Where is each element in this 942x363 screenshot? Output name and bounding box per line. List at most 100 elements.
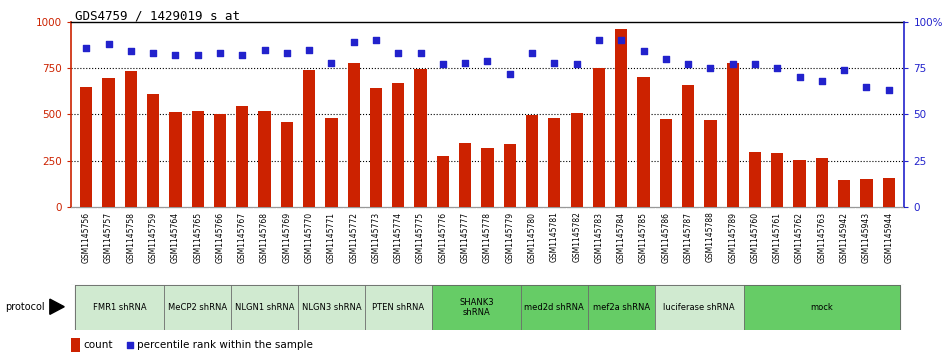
Bar xyxy=(655,285,744,330)
Point xyxy=(814,78,829,84)
Text: GSM1145784: GSM1145784 xyxy=(617,212,625,262)
Text: GSM1145765: GSM1145765 xyxy=(193,212,203,263)
Point xyxy=(680,61,695,67)
Text: GSM1145760: GSM1145760 xyxy=(751,212,759,263)
Bar xyxy=(593,68,605,207)
Text: GSM1145771: GSM1145771 xyxy=(327,212,336,262)
Text: PTEN shRNA: PTEN shRNA xyxy=(372,303,425,312)
Bar xyxy=(615,29,627,207)
Text: GSM1145762: GSM1145762 xyxy=(795,212,804,262)
Text: protocol: protocol xyxy=(5,302,44,312)
Point xyxy=(569,61,584,67)
Bar xyxy=(883,178,895,207)
Text: GSM1145942: GSM1145942 xyxy=(839,212,849,262)
Point xyxy=(792,74,807,80)
Bar xyxy=(348,62,360,207)
Bar xyxy=(392,83,404,207)
Bar xyxy=(231,285,298,330)
Point xyxy=(79,45,94,50)
Text: GSM1145769: GSM1145769 xyxy=(283,212,291,263)
Bar xyxy=(164,285,231,330)
Text: GSM1145944: GSM1145944 xyxy=(885,212,893,263)
Point xyxy=(190,52,205,58)
Text: MeCP2 shRNA: MeCP2 shRNA xyxy=(168,303,227,312)
Point xyxy=(414,50,429,56)
Bar xyxy=(571,113,583,207)
Point xyxy=(770,65,785,71)
Bar xyxy=(860,179,872,207)
Text: GSM1145775: GSM1145775 xyxy=(416,212,425,263)
Text: GSM1145758: GSM1145758 xyxy=(126,212,136,262)
Text: GSM1145766: GSM1145766 xyxy=(216,212,224,263)
Polygon shape xyxy=(50,299,64,314)
Bar xyxy=(147,94,159,207)
Point xyxy=(881,87,896,93)
Text: GDS4759 / 1429019_s_at: GDS4759 / 1429019_s_at xyxy=(75,9,240,22)
Bar xyxy=(281,122,293,207)
Bar xyxy=(793,160,805,207)
Text: GSM1145756: GSM1145756 xyxy=(82,212,90,263)
Text: GSM1145788: GSM1145788 xyxy=(706,212,715,262)
Text: GSM1145781: GSM1145781 xyxy=(550,212,559,262)
Bar xyxy=(481,148,494,207)
Text: FMR1 shRNA: FMR1 shRNA xyxy=(93,303,147,312)
Point xyxy=(502,71,517,77)
Point xyxy=(636,49,651,54)
Point xyxy=(592,37,607,43)
Bar xyxy=(214,114,226,207)
Point xyxy=(658,56,674,62)
Bar xyxy=(726,64,739,207)
Text: GSM1145759: GSM1145759 xyxy=(149,212,157,263)
Text: NLGN3 shRNA: NLGN3 shRNA xyxy=(301,303,362,312)
Bar xyxy=(325,118,337,207)
Point xyxy=(123,49,138,54)
Point xyxy=(859,84,874,90)
Point xyxy=(146,50,161,56)
Text: GSM1145777: GSM1145777 xyxy=(461,212,470,263)
Text: GSM1145763: GSM1145763 xyxy=(818,212,826,263)
Bar xyxy=(75,285,164,330)
Point xyxy=(101,41,116,47)
Text: GSM1145786: GSM1145786 xyxy=(661,212,671,262)
Bar xyxy=(682,85,694,207)
Bar xyxy=(414,69,427,207)
Bar xyxy=(588,285,655,330)
Text: percentile rank within the sample: percentile rank within the sample xyxy=(137,340,313,350)
Bar xyxy=(437,156,449,207)
Text: GSM1145789: GSM1145789 xyxy=(728,212,738,262)
Text: GSM1145772: GSM1145772 xyxy=(349,212,358,262)
Bar xyxy=(638,77,650,207)
Bar xyxy=(431,285,521,330)
Bar xyxy=(744,285,900,330)
Bar xyxy=(459,143,471,207)
Point xyxy=(324,60,339,65)
Text: GSM1145783: GSM1145783 xyxy=(594,212,604,262)
Text: mock: mock xyxy=(810,303,834,312)
Bar xyxy=(258,111,270,207)
Bar xyxy=(771,153,784,207)
Text: GSM1145782: GSM1145782 xyxy=(572,212,581,262)
Point xyxy=(280,50,295,56)
Text: med2d shRNA: med2d shRNA xyxy=(525,303,584,312)
Point xyxy=(747,61,762,67)
Bar xyxy=(71,338,80,352)
Point xyxy=(546,60,561,65)
Bar xyxy=(170,113,182,207)
Text: GSM1145779: GSM1145779 xyxy=(505,212,514,263)
Text: GSM1145785: GSM1145785 xyxy=(639,212,648,262)
Point xyxy=(458,60,473,65)
Bar xyxy=(816,158,828,207)
Bar xyxy=(370,89,382,207)
Bar xyxy=(124,71,137,207)
Point xyxy=(368,37,383,43)
Bar xyxy=(80,87,92,207)
Bar xyxy=(526,115,538,207)
Point xyxy=(168,52,183,58)
Text: GSM1145778: GSM1145778 xyxy=(483,212,492,262)
Bar xyxy=(705,120,717,207)
Point xyxy=(703,65,718,71)
Point xyxy=(391,50,406,56)
Bar xyxy=(236,106,249,207)
Text: GSM1145767: GSM1145767 xyxy=(237,212,247,263)
Text: count: count xyxy=(84,340,113,350)
